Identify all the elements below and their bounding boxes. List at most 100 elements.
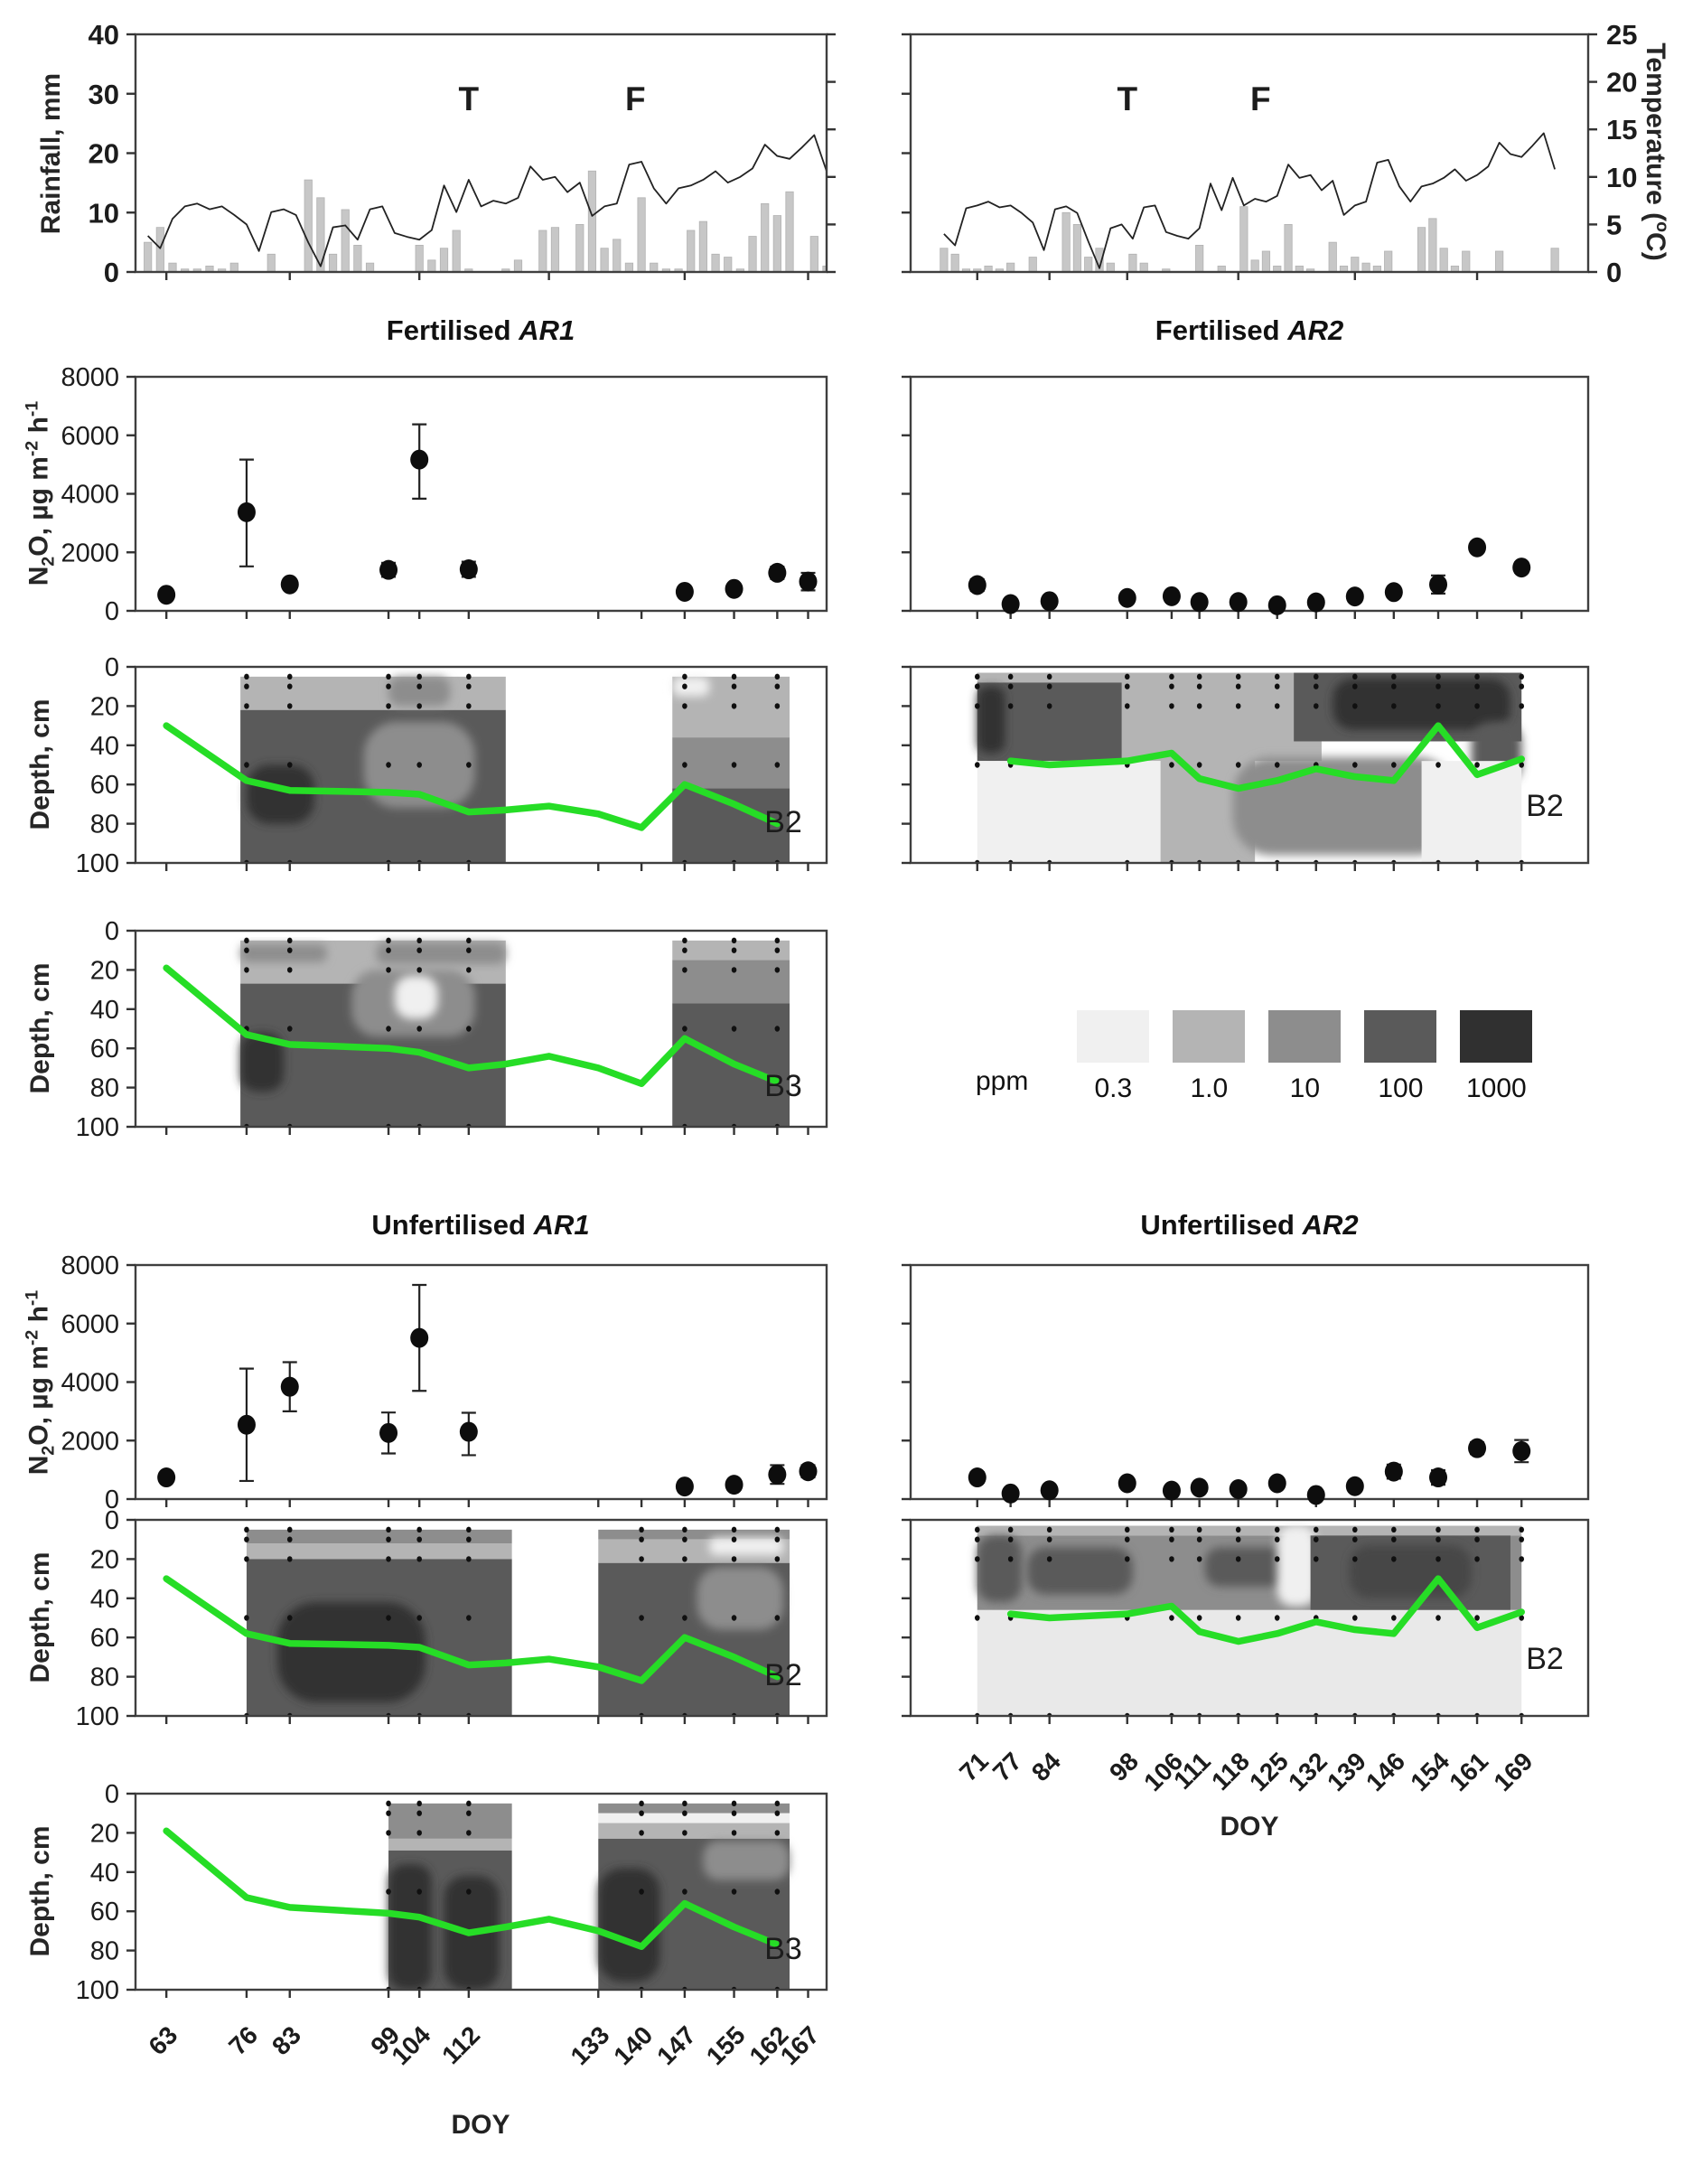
water-table-line — [1006, 722, 1525, 792]
svg-text:60: 60 — [90, 1624, 119, 1653]
sample-grid-dots — [386, 1800, 781, 1990]
depth-axis-label-1: Depth, cm — [25, 698, 55, 830]
svg-text:40: 40 — [89, 19, 119, 51]
svg-text:20: 20 — [1606, 67, 1637, 98]
svg-text:F: F — [625, 80, 646, 117]
doy-tick-label: 104 — [386, 2020, 435, 2070]
sample-grid-dots — [244, 673, 781, 863]
doy-tick-label: 63 — [143, 2020, 182, 2060]
water-table-line — [163, 1575, 781, 1684]
n2o-flux-points — [157, 423, 818, 605]
panel-contour-fert-ar1-b2: 0 20 40 60 80 100 B2 — [76, 653, 828, 878]
doy-tick-label: 169 — [1489, 1747, 1538, 1796]
doy-tick-label: 167 — [775, 2020, 825, 2070]
svg-text:30: 30 — [89, 79, 119, 110]
n2o-axis-label-unfert: N2O, µg m-2 h-1 — [22, 1289, 59, 1476]
svg-text:80: 80 — [90, 811, 119, 839]
axis-ticks: 0 20 40 60 80 100 — [76, 1506, 809, 1731]
soil-gas-contour — [244, 1526, 790, 1716]
axis-ticks: 0 20 40 60 80 100 — [76, 917, 809, 1142]
svg-text:40: 40 — [90, 1585, 119, 1614]
axis-ticks — [902, 665, 1523, 871]
svg-text:20: 20 — [90, 1819, 119, 1848]
ppm-legend-swatch — [1364, 1010, 1437, 1063]
svg-text:100: 100 — [76, 849, 119, 878]
n2o-flux-points — [968, 1438, 1531, 1505]
soil-gas-contour — [386, 1800, 790, 1990]
doy-axis-title-right: DOY — [1220, 1812, 1279, 1842]
svg-text:0: 0 — [105, 1486, 119, 1514]
ppm-legend-entry: 1000 — [1460, 1010, 1533, 1104]
ppm-legend-entry: 0.3 — [1077, 1010, 1150, 1104]
svg-text:0: 0 — [105, 917, 119, 946]
soil-gas-contour — [240, 673, 790, 863]
temperature-axis-label: Temperature (oC) — [1641, 42, 1672, 261]
ppm-legend-value: 1.0 — [1190, 1073, 1229, 1103]
svg-text:2000: 2000 — [61, 539, 119, 567]
svg-text:80: 80 — [90, 1074, 119, 1103]
svg-text:4000: 4000 — [61, 1369, 119, 1398]
panel-contour-fert-ar2-b2: B2 — [902, 665, 1590, 871]
soil-gas-contour — [240, 937, 790, 1127]
panel-contour-unfert-ar1-b2: 0 20 40 60 80 100 B2 — [76, 1506, 828, 1731]
soil-gas-contour — [974, 1525, 1525, 1716]
panel-scatter-fert-ar2 — [902, 375, 1590, 619]
svg-text:80: 80 — [90, 1664, 119, 1692]
svg-text:F: F — [1250, 80, 1271, 117]
ppm-legend-label: ppm — [976, 1066, 1029, 1096]
doy-tick-label: 133 — [566, 2020, 615, 2070]
axis-ticks: 0 2000 4000 6000 8000 — [61, 1251, 809, 1514]
doy-tick-label: 146 — [1361, 1747, 1410, 1796]
ppm-legend-value: 1000 — [1465, 1073, 1527, 1103]
svg-text:4000: 4000 — [61, 481, 119, 510]
doy-tick-label: 76 — [223, 2020, 263, 2060]
doy-tick-label: 147 — [651, 2020, 701, 2070]
temperature-line — [943, 132, 1556, 269]
svg-text:0: 0 — [1606, 257, 1622, 288]
rainfall-axis-label: Rainfall, mm — [36, 72, 66, 235]
panel-scatter-unfert-ar2 — [902, 1263, 1590, 1507]
ppm-legend-swatch — [1077, 1010, 1150, 1063]
title-unfertilised-ar2: Unfertilised AR2 — [1140, 1209, 1359, 1241]
svg-text:8000: 8000 — [61, 1251, 119, 1280]
svg-text:20: 20 — [90, 692, 119, 721]
ppm-legend-entry: 10 — [1268, 1010, 1342, 1104]
ppm-legend-value: 0.3 — [1094, 1073, 1133, 1103]
doy-tick-label: 139 — [1322, 1747, 1371, 1796]
svg-text:40: 40 — [90, 1859, 119, 1888]
n2o-flux-points — [968, 537, 1531, 615]
rainfall-bars — [940, 206, 1559, 272]
svg-text:8000: 8000 — [61, 363, 119, 392]
svg-text:100: 100 — [76, 1702, 119, 1731]
ppm-legend: ppm 0.3 1.0 10 100 1000 — [976, 1010, 1533, 1104]
doy-tick-label: 118 — [1206, 1747, 1255, 1795]
temperature-line — [147, 134, 827, 267]
svg-text:0: 0 — [105, 1506, 119, 1535]
svg-text:15: 15 — [1606, 114, 1637, 145]
doy-tick-label: 83 — [267, 2020, 306, 2060]
panel-scatter-fert-ar1: 0 2000 4000 6000 8000 — [61, 363, 828, 626]
axis-ticks: 0 2000 4000 6000 8000 — [61, 363, 809, 626]
ppm-legend-swatch — [1173, 1010, 1246, 1063]
svg-text:20: 20 — [90, 956, 119, 985]
ppm-legend-value: 10 — [1289, 1073, 1321, 1103]
depth-axis-label-2: Depth, cm — [25, 962, 55, 1094]
svg-text:80: 80 — [90, 1937, 119, 1966]
svg-text:100: 100 — [76, 1113, 119, 1142]
svg-text:25: 25 — [1606, 19, 1637, 51]
panel-label: B2 — [764, 805, 802, 839]
sample-grid-dots — [974, 1526, 1525, 1716]
soil-gas-contour — [974, 672, 1525, 863]
axis-ticks — [902, 1263, 1523, 1507]
doy-axis-title-left: DOY — [451, 2110, 510, 2140]
doy-tick-label: 132 — [1283, 1747, 1333, 1796]
doy-tick-label: 84 — [1026, 1747, 1066, 1786]
svg-text:10: 10 — [89, 197, 119, 229]
svg-text:40: 40 — [90, 732, 119, 761]
